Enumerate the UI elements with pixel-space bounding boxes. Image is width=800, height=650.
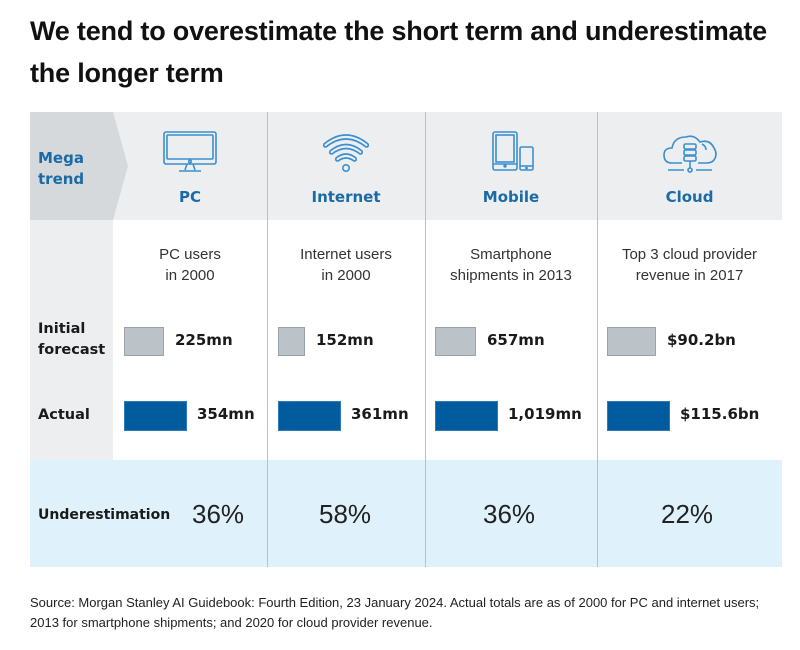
- mega-trend-label: Mega trend: [38, 148, 84, 190]
- column-header-cloud: Cloud: [597, 112, 782, 220]
- row-label-initial-forecast: Initial forecast: [38, 319, 105, 361]
- forecast-value-label: 152mn: [316, 331, 374, 349]
- column-header-mobile: Mobile: [425, 112, 597, 220]
- metric-line: revenue in 2017: [635, 267, 744, 284]
- forecast-value-label: $90.2bn: [667, 331, 736, 349]
- underestimation-pct: 58%: [319, 499, 372, 529]
- column-name: Internet: [311, 188, 381, 206]
- forecast-bar: [435, 327, 476, 356]
- underestimation-pct: 22%: [661, 499, 714, 529]
- row-label-actual: Actual: [38, 407, 90, 423]
- metric-line: PC users: [159, 246, 221, 263]
- mega-trend-label-line: Mega: [38, 149, 84, 167]
- underestimation-label: Underestimation: [38, 507, 171, 523]
- forecast-value-label: 657mn: [487, 331, 545, 349]
- metric-line: Smartphone: [470, 246, 552, 263]
- column-name: Mobile: [482, 188, 540, 206]
- forecast-bar: [278, 327, 305, 356]
- actual-value-label: 354mn: [197, 405, 255, 423]
- metric-description: PC users in 2000: [113, 244, 267, 286]
- mega-trend-label-line: trend: [38, 170, 85, 188]
- actual-value-label: 1,019mn: [508, 405, 582, 423]
- underestimation-band: [30, 460, 782, 567]
- comparison-table: Mega trend PC Internet Mobi: [30, 112, 782, 567]
- forecast-value-label: 225mn: [175, 331, 233, 349]
- metric-description: Top 3 cloud provider revenue in 2017: [597, 244, 782, 286]
- metric-description: Smartphone shipments in 2013: [425, 244, 597, 286]
- mega-trend-chevron: [30, 112, 128, 220]
- cloud-server-icon: [662, 135, 717, 173]
- row-label-column: [30, 220, 113, 460]
- forecast-bar: [124, 327, 164, 356]
- wifi-icon: [322, 134, 370, 172]
- column-divider: [597, 112, 598, 567]
- forecast-bar: [607, 327, 656, 356]
- column-name: PC: [178, 188, 201, 206]
- underestimation-pct: 36%: [192, 499, 245, 529]
- column-header-pc: PC: [113, 112, 267, 220]
- metric-line: Top 3 cloud provider: [621, 246, 758, 263]
- actual-bar: [435, 401, 498, 431]
- metric-description: Internet users in 2000: [267, 244, 425, 286]
- metric-line: shipments in 2013: [450, 267, 572, 284]
- actual-bar: [607, 401, 670, 431]
- metric-line: in 2000: [165, 267, 215, 284]
- column-name: Cloud: [665, 188, 714, 206]
- chart-title: We tend to overestimate the short term a…: [30, 16, 767, 88]
- actual-value-label: $115.6bn: [680, 405, 760, 423]
- actual-value-label: 361mn: [351, 405, 409, 423]
- underestimation-pct: 36%: [483, 499, 536, 529]
- column-divider: [267, 112, 268, 567]
- desktop-monitor-icon: [163, 131, 217, 172]
- row-label-line: Initial: [38, 321, 86, 337]
- actual-bar: [278, 401, 341, 431]
- column-header-internet: Internet: [267, 112, 425, 220]
- column-divider: [425, 112, 426, 567]
- header-row-background: [30, 112, 782, 220]
- metric-line: in 2000: [321, 267, 371, 284]
- source-note: Source: Morgan Stanley AI Guidebook: Fou…: [30, 595, 760, 630]
- actual-bar: [124, 401, 187, 431]
- tablet-phone-icon: [492, 131, 534, 171]
- metric-line: Internet users: [300, 246, 392, 263]
- row-label-line: forecast: [38, 342, 106, 358]
